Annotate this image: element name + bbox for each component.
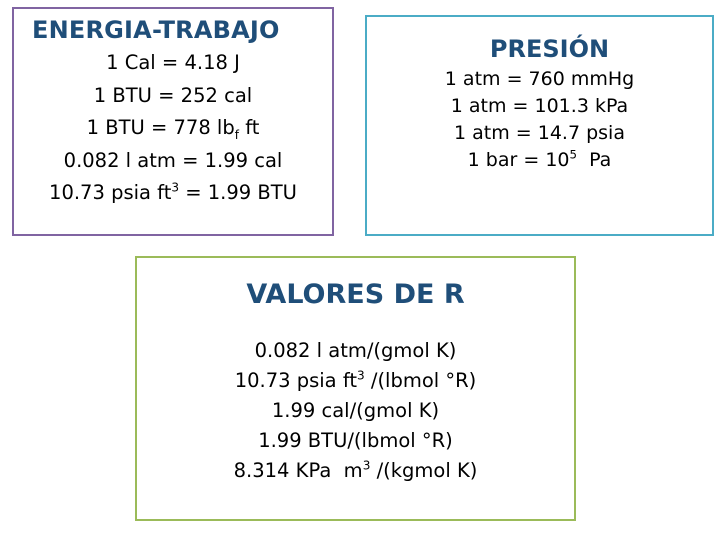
energia-trabajo-box: ENERGIA-TRABAJO 1 Cal = 4.18 J 1 BTU = 2…	[12, 7, 334, 236]
energia-line-btu-lbf-ft: 1 BTU = 778 lbf ft	[14, 112, 332, 145]
energia-line5-main: 10.73 psia ft	[49, 181, 172, 204]
energia-line-cal-joule: 1 Cal = 4.18 J	[106, 51, 240, 74]
valores-de-r-box: VALORES DE R 0.082 l atm/(gmol K) 10.73 …	[135, 256, 576, 521]
energia-line3-main: 1 BTU = 778 lb	[86, 116, 235, 139]
valores-line5-main: 8.314 KPa m	[233, 459, 363, 482]
valores-line-psia-ft3-lbmol: 10.73 psia ft3 /(lbmol °R)	[137, 366, 574, 396]
valores-de-r-title: VALORES DE R	[246, 279, 465, 310]
valores-line5-sup: 3	[362, 458, 371, 473]
presion-box: PRESIÓN 1 atm = 760 mmHg 1 atm = 101.3 k…	[365, 15, 714, 236]
presion-line-atm-mmhg: 1 atm = 760 mmHg	[444, 68, 635, 90]
energia-line5-tail: = 1.99 BTU	[179, 181, 297, 204]
presion-line-atm-kpa: 1 atm = 101.3 kPa	[450, 95, 629, 117]
valores-line-btu-lbmol: 1.99 BTU/(lbmol °R)	[258, 429, 453, 452]
presion-line4-tail: Pa	[577, 149, 612, 171]
valores-line2-sup: 3	[356, 368, 365, 383]
valores-line2-main: 10.73 psia ft	[234, 369, 357, 392]
energia-line3-sub: f	[234, 127, 239, 142]
valores-line-cal-gmol: 1.99 cal/(gmol K)	[271, 399, 440, 422]
energia-trabajo-title: ENERGIA-TRABAJO	[32, 16, 280, 44]
presion-line-bar-pa: 1 bar = 105 Pa	[367, 147, 712, 174]
energia-line-btu-cal: 1 BTU = 252 cal	[93, 83, 253, 107]
presion-line4-main: 1 bar = 10	[467, 149, 570, 171]
valores-line-latm-gmol: 0.082 l atm/(gmol K)	[254, 339, 457, 362]
valores-line5-tail: /(kgmol K)	[370, 459, 478, 482]
valores-line-kpa-m3-kgmol: 8.314 KPa m3 /(kgmol K)	[137, 456, 574, 486]
energia-line5-sup: 3	[171, 180, 180, 195]
valores-line2-tail: /(lbmol °R)	[364, 369, 477, 392]
presion-line-atm-psia: 1 atm = 14.7 psia	[454, 122, 625, 144]
energia-line3-tail: ft	[239, 116, 260, 139]
presion-line4-sup: 5	[569, 147, 578, 162]
energia-line-psia-ft3-btu: 10.73 psia ft3 = 1.99 BTU	[14, 177, 332, 210]
presion-title: PRESIÓN	[489, 35, 610, 63]
valores-spacer	[137, 314, 574, 336]
energia-line-latm-cal: 0.082 l atm = 1.99 cal	[63, 148, 283, 172]
